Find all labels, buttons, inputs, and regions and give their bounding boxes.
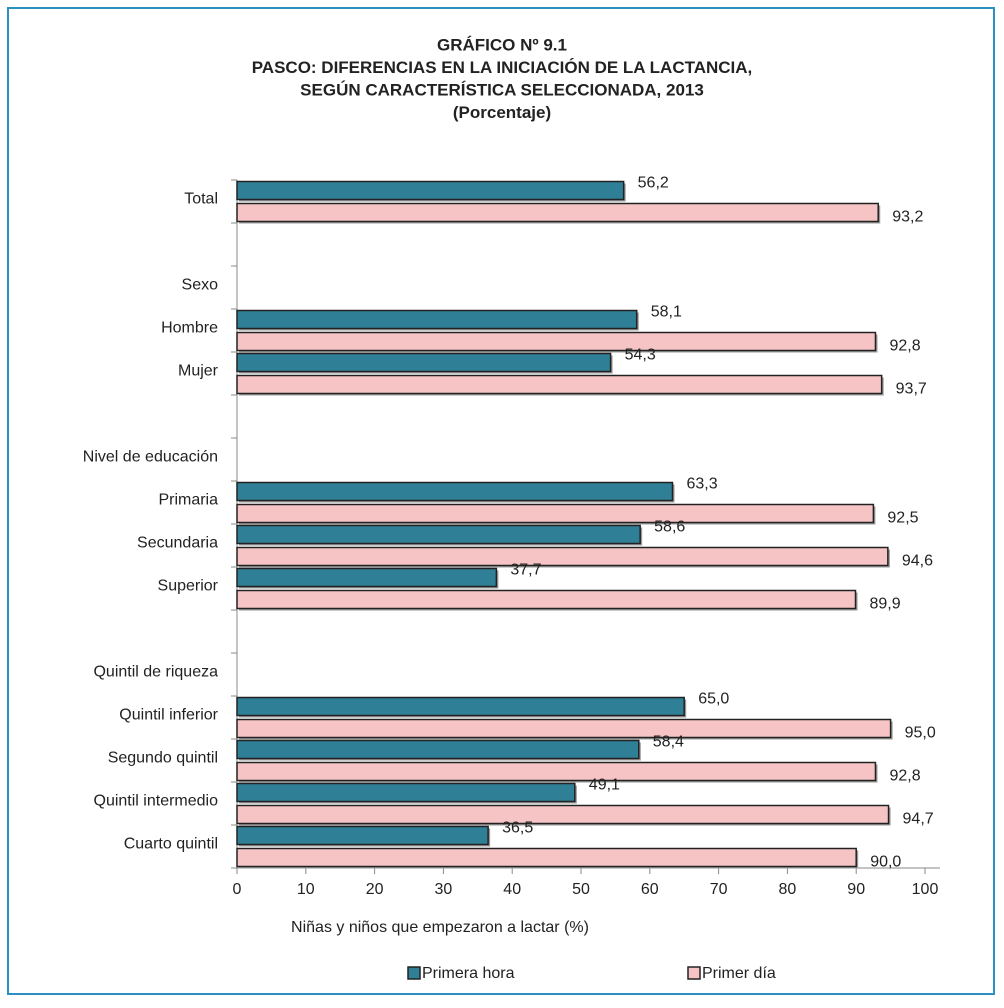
data-label: 56,2 — [638, 175, 669, 192]
y-tick-label: Superior — [158, 578, 219, 595]
data-label: 93,7 — [896, 381, 927, 398]
bar — [236, 718, 892, 739]
chart-title: PASCO: DIFERENCIAS EN LA INICIACIÓN DE L… — [252, 58, 753, 77]
x-tick-label: 90 — [847, 881, 865, 898]
bar — [236, 546, 889, 567]
y-tick-label: Segundo quintil — [108, 750, 218, 767]
bar — [236, 589, 857, 610]
x-tick-label: 0 — [233, 881, 242, 898]
data-label: 58,6 — [654, 519, 685, 536]
data-label: 92,8 — [889, 338, 920, 355]
chart-title: SEGÚN CARACTERÍSTICA SELECCIONADA, 2013 — [300, 80, 704, 99]
y-tick-label: Secundaria — [137, 535, 218, 552]
y-tick-label: Quintil de riqueza — [93, 664, 218, 681]
x-tick-label: 10 — [297, 881, 315, 898]
data-label: 94,7 — [903, 811, 934, 828]
bar — [236, 567, 498, 588]
y-tick-label: Quintil inferior — [119, 707, 218, 724]
data-label: 63,3 — [687, 476, 718, 493]
legend-swatch — [687, 966, 701, 980]
data-label: 95,0 — [905, 725, 936, 742]
x-tick-label: 40 — [503, 881, 521, 898]
bar — [236, 202, 879, 223]
data-label: 54,3 — [625, 347, 656, 364]
x-tick-label: 100 — [912, 881, 939, 898]
bar — [236, 352, 612, 373]
bar — [236, 481, 674, 502]
data-label: 92,5 — [887, 510, 918, 527]
bar — [236, 825, 489, 846]
y-tick-label: Hombre — [161, 320, 218, 337]
bar — [236, 374, 883, 395]
data-label: 36,5 — [502, 820, 533, 837]
bar — [236, 782, 576, 803]
y-tick-label: Cuarto quintil — [124, 836, 218, 853]
legend-label: Primer día — [702, 965, 776, 982]
data-label: 58,1 — [651, 304, 682, 321]
y-tick-label: Mujer — [178, 363, 219, 380]
bar — [236, 761, 877, 782]
bar — [236, 739, 640, 760]
bar — [236, 180, 625, 201]
x-tick-label: 70 — [710, 881, 728, 898]
bar — [236, 524, 641, 545]
bar — [236, 696, 685, 717]
bar — [236, 804, 890, 825]
data-label: 49,1 — [589, 777, 620, 794]
y-tick-label: Nivel de educación — [83, 449, 218, 466]
bar — [236, 503, 875, 524]
data-label: 37,7 — [510, 562, 541, 579]
x-tick-label: 30 — [435, 881, 453, 898]
y-tick-label: Primaria — [158, 492, 218, 509]
bar — [236, 309, 638, 330]
data-label: 92,8 — [889, 768, 920, 785]
y-tick-label: Sexo — [182, 277, 219, 294]
legend-label: Primera hora — [422, 965, 515, 982]
data-label: 93,2 — [892, 209, 923, 226]
bar — [236, 847, 857, 868]
bar — [236, 331, 877, 352]
chart-title: (Porcentaje) — [453, 103, 551, 122]
x-tick-label: 20 — [366, 881, 384, 898]
chart-title: GRÁFICO Nº 9.1 — [437, 35, 567, 54]
x-tick-label: 50 — [572, 881, 590, 898]
x-tick-label: 80 — [779, 881, 797, 898]
x-tick-label: 60 — [641, 881, 659, 898]
x-axis-label: Niñas y niños que empezaron a lactar (%) — [291, 919, 589, 936]
data-label: 65,0 — [698, 691, 729, 708]
y-tick-label: Quintil intermedio — [94, 793, 219, 810]
data-label: 94,6 — [902, 553, 933, 570]
frame — [7, 7, 995, 995]
y-tick-label: Total — [184, 191, 218, 208]
data-label: 58,4 — [653, 734, 684, 751]
legend-swatch — [407, 966, 421, 980]
data-label: 89,9 — [870, 596, 901, 613]
data-label: 90,0 — [870, 854, 901, 871]
